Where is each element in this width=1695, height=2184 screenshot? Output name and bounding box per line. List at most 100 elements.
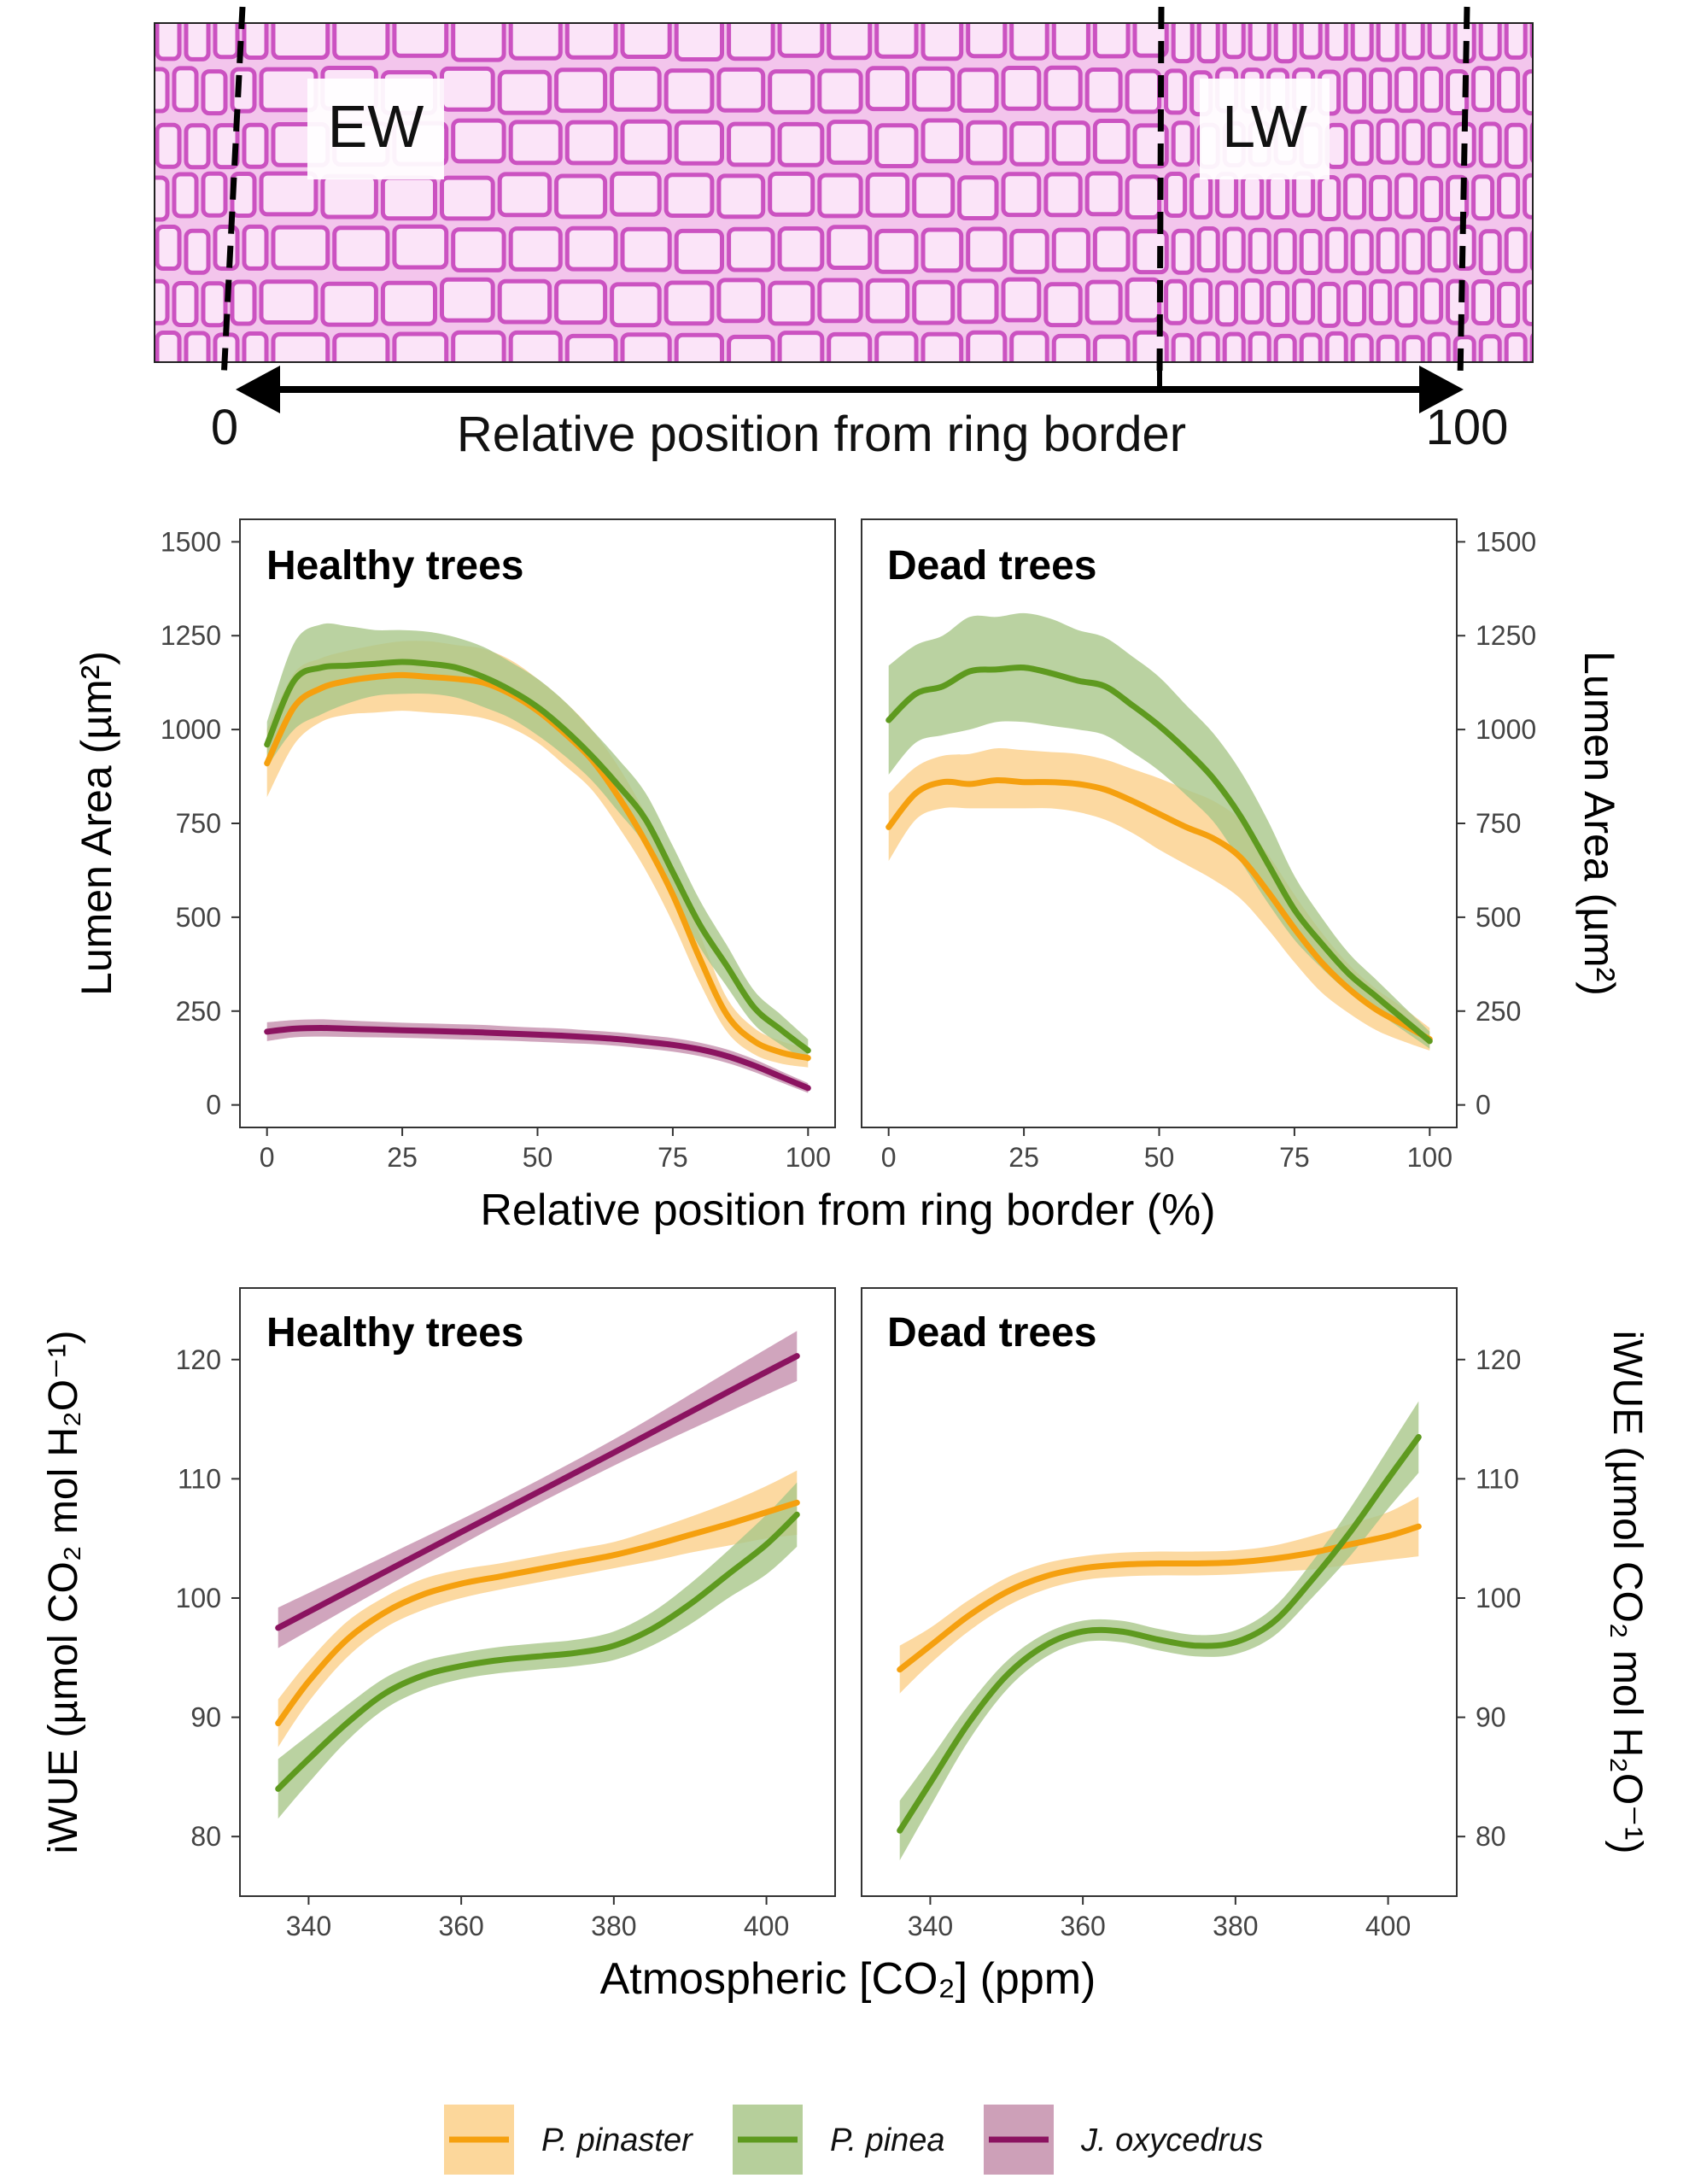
tissue-cell (674, 120, 725, 166)
tissue-cell (1394, 281, 1418, 328)
tissue-cell (1084, 279, 1123, 325)
panel-title: Healthy trees (266, 1310, 523, 1355)
tissue-cell (1478, 23, 1502, 61)
tissue-cell (921, 331, 964, 362)
tissue-cell (332, 23, 390, 61)
y-tick-label: 110 (178, 1463, 221, 1494)
x-tick-label: 75 (1279, 1142, 1310, 1173)
tissue-cell (674, 23, 724, 61)
tissue-cell (242, 23, 269, 60)
tissue-cell (1273, 228, 1297, 275)
tissue-cell (1164, 68, 1188, 115)
tissue-cell (440, 175, 495, 221)
tissue-cell (508, 23, 563, 61)
tissue-cell (1324, 226, 1348, 273)
tissue-cell (1478, 121, 1502, 168)
tissue-cell (874, 228, 919, 274)
legend-label-oxycedrus: J. oxycedrus (1080, 2123, 1263, 2158)
tissue-cell (564, 225, 618, 272)
tissue-cell (1001, 277, 1042, 323)
tissue-cell (155, 122, 182, 169)
x-tick-label: 0 (881, 1142, 897, 1173)
tissue-cell (1504, 23, 1528, 60)
tissue-cell (674, 332, 724, 362)
tissue-cell (1324, 122, 1348, 169)
tissue-cell (1369, 278, 1393, 325)
tissue-cell (1248, 227, 1271, 274)
tissue-cell (716, 278, 766, 324)
x-tick-label: 25 (387, 1142, 418, 1173)
tissue-cell (1043, 172, 1083, 218)
series-line-pinea (275, 1511, 800, 1792)
tissue-cell (172, 172, 199, 219)
tissue-cell (1299, 229, 1323, 275)
y-tick-label: 500 (1476, 902, 1521, 933)
tissue-cell (1051, 120, 1090, 166)
tissue-cell (1092, 23, 1131, 59)
ew-label: EW (328, 93, 424, 160)
tissue-cell (1273, 333, 1297, 362)
tissue-cell (777, 121, 825, 167)
tissue-cell (1241, 278, 1265, 325)
y-tick-label: 1250 (161, 620, 221, 651)
tissue-cell (242, 122, 269, 169)
tissue-cell (259, 279, 319, 325)
series-line-oxycedrus (275, 1353, 800, 1631)
tissue-cell (1523, 279, 1533, 326)
tissue-cell (497, 278, 552, 325)
ring-position-axis-label: Relative position from ring border (457, 407, 1186, 462)
tissue-cell (620, 226, 672, 272)
tissue-cell (912, 279, 956, 325)
tissue-cell (1376, 118, 1400, 165)
tissue-cell (716, 67, 766, 113)
lumen-healthy-marks (264, 623, 811, 1093)
tissue-cell (451, 330, 506, 362)
tissue-cell (1218, 387, 1236, 429)
tissue-cell (957, 278, 999, 325)
tissue-cell (380, 175, 437, 221)
tissue-cell (1092, 334, 1131, 362)
confidence-band-oxycedrus (266, 1019, 809, 1093)
tissue-cell (966, 330, 1008, 362)
tissue-cell (1318, 281, 1341, 328)
tissue-cell (966, 120, 1008, 166)
iwue-y-axis-label-left: iWUE (µmol CO₂ mol H₂O⁻¹) (41, 1331, 86, 1854)
y-tick-label: 90 (190, 1702, 221, 1733)
tissue-cell (1318, 175, 1341, 221)
y-tick-label: 0 (1476, 1090, 1491, 1121)
tissue-cell (1222, 23, 1246, 60)
x-tick-label: 380 (591, 1911, 636, 1941)
tissue-cell (155, 175, 170, 222)
tissue-cell (620, 23, 672, 59)
tissue-cell (1350, 120, 1374, 167)
tissue-cell (1043, 282, 1083, 328)
panel-frame (861, 1287, 1458, 1897)
tissue-cell (380, 280, 437, 326)
tissue-cell (184, 331, 211, 362)
tissue-cell (1215, 280, 1239, 327)
series-line-pinea (885, 664, 1433, 1045)
tissue-cell (145, 386, 167, 428)
lumen-y-axis-label-left: Lumen Area (µm²) (73, 651, 120, 996)
series-line-oxycedrus (264, 1025, 811, 1092)
ew-lw-boundary-line (1156, 6, 1165, 380)
iwue-y-axis-label-right: iWUE (µmol CO₂ mol H₂O⁻¹) (1604, 1331, 1650, 1854)
tissue-cell (1295, 388, 1313, 430)
x-tick-label: 75 (658, 1142, 688, 1173)
tissue-cell (1427, 23, 1451, 60)
tissue-cell (1497, 67, 1521, 114)
tissue-cell (1051, 227, 1090, 273)
tissue-cell (777, 331, 825, 362)
tissue-cell (1401, 23, 1425, 61)
tissue-cell (1171, 23, 1195, 64)
tissue-cell (620, 332, 672, 362)
lw-label: LW (1222, 93, 1307, 160)
tissue-cell (392, 23, 449, 58)
tissue-cell (1371, 387, 1390, 429)
tissue-cell (1394, 173, 1418, 220)
tissue-cell (497, 172, 552, 218)
y-tick-label: 750 (1476, 808, 1521, 839)
y-tick-label: 110 (1476, 1463, 1519, 1494)
